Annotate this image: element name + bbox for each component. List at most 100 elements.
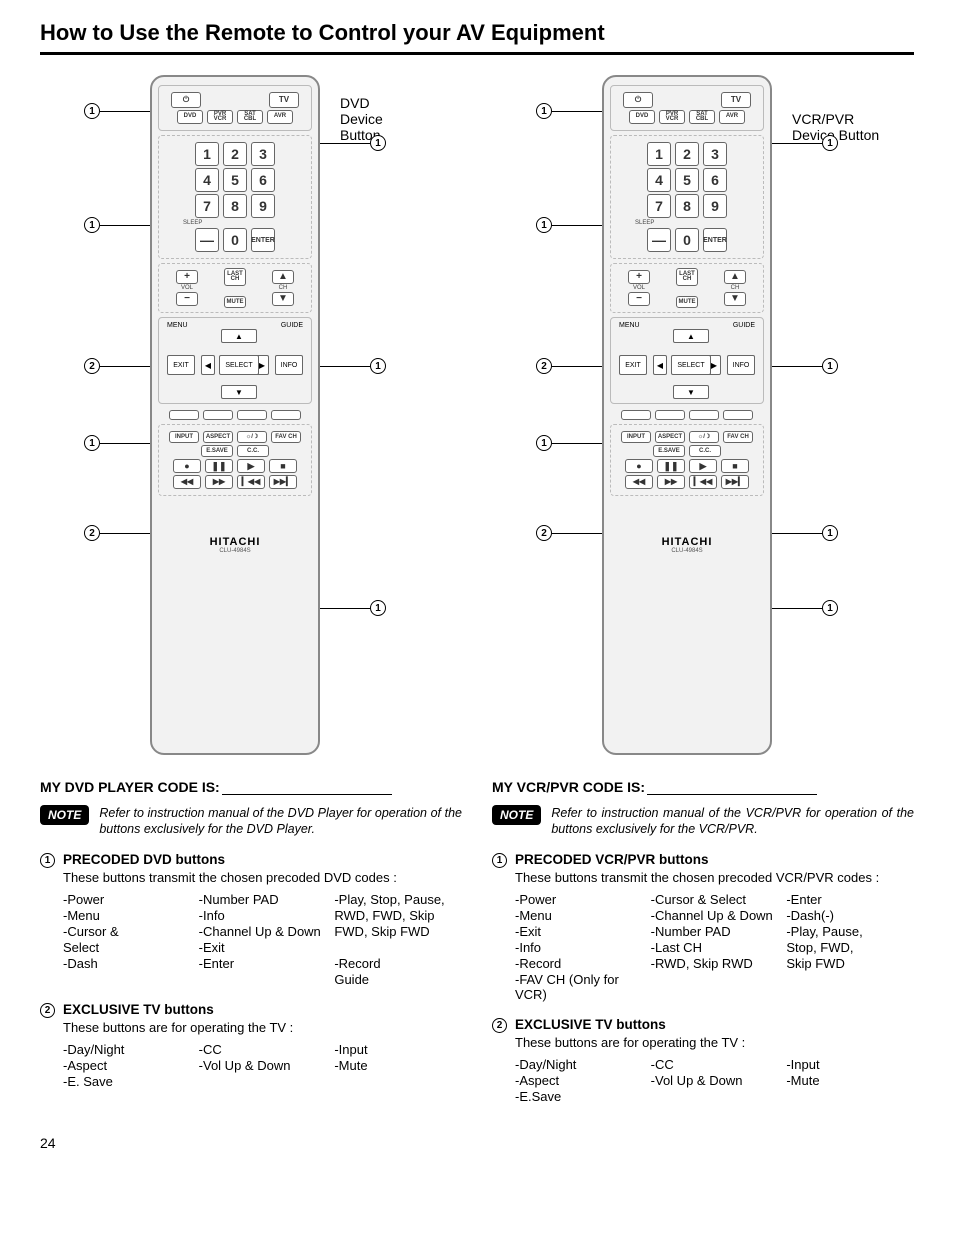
transport-button: ■ bbox=[721, 459, 749, 473]
transport-button: ▶▶▎ bbox=[269, 475, 297, 489]
button-list-item bbox=[334, 940, 462, 955]
exit-button: EXIT bbox=[619, 355, 647, 375]
transport-button: ▶ bbox=[689, 459, 717, 473]
dash-button: — bbox=[647, 228, 671, 252]
section1-head-right: 1 PRECODED VCR/PVR buttons bbox=[492, 852, 914, 868]
vol-up: + bbox=[628, 270, 650, 284]
power-button: ⏻ bbox=[171, 92, 201, 108]
fn-button: INPUT bbox=[169, 431, 199, 443]
device-button: PVR VCR bbox=[207, 110, 233, 124]
transport-button: ▎◀◀ bbox=[689, 475, 717, 489]
page-title: How to Use the Remote to Control your AV… bbox=[40, 20, 914, 55]
button-list-item: -Number PAD bbox=[199, 892, 327, 907]
num-button: 9 bbox=[251, 194, 275, 218]
section2-head-right: 2 EXCLUSIVE TV buttons bbox=[492, 1017, 914, 1033]
callout: 1 bbox=[772, 135, 838, 151]
ch-up: ▲ bbox=[272, 270, 294, 284]
note-badge: NOTE bbox=[492, 805, 541, 825]
button-list-item: -Channel Up & Down bbox=[651, 908, 779, 923]
button-list-item: -Play, Pause, bbox=[786, 924, 914, 939]
callout: 2 bbox=[84, 358, 150, 374]
button-list-item: -FAV CH (Only for VCR) bbox=[515, 972, 643, 1002]
brand-label: HITACHI bbox=[610, 536, 764, 548]
device-button: PVR VCR bbox=[659, 110, 685, 124]
button-list-item: -Power bbox=[515, 892, 643, 907]
remote-diagram-right: VCR/PVR Device Button ⏻ TV DVDPVR VCRSAT… bbox=[492, 75, 914, 765]
device-button: DVD bbox=[177, 110, 203, 124]
enter-button: ENTER bbox=[251, 228, 275, 252]
button-list-item: -Record bbox=[334, 956, 462, 971]
button-list-item: RWD, FWD, Skip bbox=[334, 908, 462, 923]
device-button: AVR bbox=[719, 110, 745, 124]
blank-button bbox=[723, 410, 753, 420]
num-button: 7 bbox=[647, 194, 671, 218]
section2-buttons: -Day/Night-Aspect-E. Save-CC-Vol Up & Do… bbox=[63, 1041, 462, 1090]
num-button: 1 bbox=[195, 142, 219, 166]
button-list-item: -Dash bbox=[63, 956, 191, 971]
transport-button: ▶▶▎ bbox=[721, 475, 749, 489]
section2-title: EXCLUSIVE TV buttons bbox=[63, 1002, 214, 1017]
button-list-item: -Power bbox=[63, 892, 191, 907]
button-list-item: -Info bbox=[515, 940, 643, 955]
num-button: 8 bbox=[223, 194, 247, 218]
callout: 1 bbox=[536, 435, 602, 451]
nav-left: ◀ bbox=[653, 355, 667, 375]
callout: 1 bbox=[320, 135, 386, 151]
ch-down: ▼ bbox=[272, 292, 294, 306]
fn-button: ☼/☽ bbox=[689, 431, 719, 443]
button-list-item: -CC bbox=[199, 1042, 327, 1057]
button-list-item: -Exit bbox=[199, 940, 327, 955]
button-list-item: Select bbox=[63, 940, 191, 955]
blank-button bbox=[621, 410, 651, 420]
vol-up: + bbox=[176, 270, 198, 284]
button-list-item: -Day/Night bbox=[515, 1057, 643, 1072]
button-list-item: -E.Save bbox=[515, 1089, 643, 1104]
section1-head-left: 1 PRECODED DVD buttons bbox=[40, 852, 462, 868]
callout: 1 bbox=[84, 217, 150, 233]
select-button: SELECT bbox=[671, 355, 711, 375]
num-button: 2 bbox=[223, 142, 247, 166]
remote-body: ⏻ TV DVDPVR VCRSAT CBLAVR 123 456 789 SL… bbox=[602, 75, 772, 755]
device-button: DVD bbox=[629, 110, 655, 124]
button-list-col: -Number PAD-Info-Channel Up & Down-Exit-… bbox=[199, 891, 327, 988]
transport-button: ❚❚ bbox=[657, 459, 685, 473]
circled-2: 2 bbox=[40, 1003, 55, 1018]
note-row-right: NOTE Refer to instruction manual of the … bbox=[492, 805, 914, 838]
nav-down: ▼ bbox=[221, 385, 257, 399]
num-button: 0 bbox=[675, 228, 699, 252]
button-list-item: -Channel Up & Down bbox=[199, 924, 327, 939]
num-button: 1 bbox=[647, 142, 671, 166]
button-list-col: -Enter-Dash(-)-Play, Pause,Stop, FWD,Ski… bbox=[786, 891, 914, 1003]
fn-button: ASPECT bbox=[655, 431, 685, 443]
section2-desc: These buttons are for operating the TV : bbox=[63, 1020, 462, 1035]
button-list-col: -Day/Night-Aspect-E.Save bbox=[515, 1056, 643, 1105]
note-badge: NOTE bbox=[40, 805, 89, 825]
fn-button: C.C. bbox=[237, 445, 269, 457]
section1-desc: These buttons transmit the chosen precod… bbox=[515, 870, 914, 885]
section1-buttons: -Power-Menu-Exit-Info-Record-FAV CH (Onl… bbox=[515, 891, 914, 1003]
button-list-item: -Info bbox=[199, 908, 327, 923]
blank-button bbox=[237, 410, 267, 420]
fn-button: E.SAVE bbox=[653, 445, 685, 457]
code-title-right: MY VCR/PVR CODE IS: bbox=[492, 779, 914, 795]
enter-button: ENTER bbox=[703, 228, 727, 252]
callout: 1 bbox=[536, 103, 602, 119]
mute-button: MUTE bbox=[224, 296, 246, 308]
num-button: 7 bbox=[195, 194, 219, 218]
transport-button: ◀◀ bbox=[625, 475, 653, 489]
button-list-col: -Play, Stop, Pause,RWD, FWD, SkipFWD, Sk… bbox=[334, 891, 462, 988]
fn-button: FAV CH bbox=[271, 431, 301, 443]
button-list-item: -Aspect bbox=[515, 1073, 643, 1088]
callout: 2 bbox=[536, 358, 602, 374]
section2-title: EXCLUSIVE TV buttons bbox=[515, 1017, 666, 1032]
callout: 1 bbox=[320, 600, 386, 616]
fn-button: C.C. bbox=[689, 445, 721, 457]
circled-2: 2 bbox=[492, 1018, 507, 1033]
button-list-item: -Input bbox=[334, 1042, 462, 1057]
button-list-col: -Cursor & Select-Channel Up & Down-Numbe… bbox=[651, 891, 779, 1003]
lastch-button: LAST CH bbox=[676, 268, 698, 286]
transport-button: ▶▶ bbox=[205, 475, 233, 489]
device-button: SAT CBL bbox=[237, 110, 263, 124]
button-list-item: -Vol Up & Down bbox=[199, 1058, 327, 1073]
num-button: 4 bbox=[647, 168, 671, 192]
